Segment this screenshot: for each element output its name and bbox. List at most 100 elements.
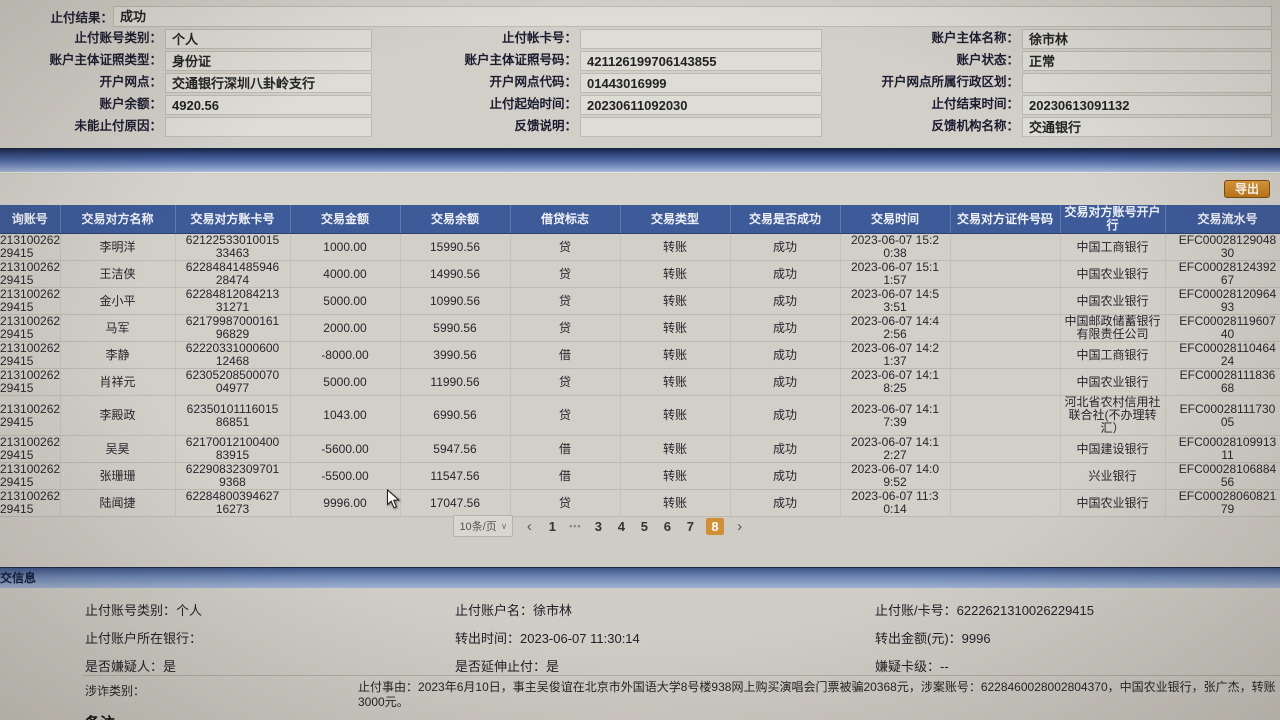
cell-counterparty-bank: 中国农业银行 <box>1060 368 1166 396</box>
cell-debit-credit-flag: 贷 <box>510 314 621 342</box>
section2-header-bar: 交信息 <box>0 567 1280 588</box>
field-label: 止付起始时间： <box>489 97 577 111</box>
info-field: 是否嫌疑人：是 <box>85 654 455 682</box>
field-label: 反馈说明： <box>514 119 577 133</box>
cell-tx-type: 转账 <box>620 368 731 396</box>
info-field: 转出时间：2023-06-07 11:30:14 <box>455 626 875 654</box>
cell-counterparty-name: 马军 <box>60 314 176 342</box>
cell-counterparty-bank: 中国农业银行 <box>1060 260 1166 288</box>
column-header: 借贷标志 <box>510 205 621 234</box>
column-header: 询账号 <box>0 205 61 234</box>
cell-counterparty-name: 吴昊 <box>60 435 176 463</box>
cell-counterparty-bank: 中国工商银行 <box>1060 341 1166 369</box>
cell-tx-success: 成功 <box>730 368 841 396</box>
pagination: 10条/页 ∨ ‹ 1 ••• 3 4 5 6 7 8 › <box>0 513 1200 539</box>
cell-tx-success: 成功 <box>730 341 841 369</box>
cell-tx-serial: EFC00028129048 30 <box>1165 233 1280 261</box>
field-value <box>165 117 372 137</box>
cell-amount: -8000.00 <box>290 341 401 369</box>
cell-balance: 17047.56 <box>400 489 511 517</box>
info-field-value: 是 <box>546 659 560 674</box>
cell-tx-success: 成功 <box>730 233 841 261</box>
cell-tx-time: 2023-06-07 14:0 9:52 <box>840 462 951 490</box>
cell-tx-serial: EFC00028106884 56 <box>1165 462 1280 490</box>
cell-tx-time: 2023-06-07 11:3 0:14 <box>840 489 951 517</box>
cut-off-text: 备注 <box>85 712 115 720</box>
cell-tx-serial: EFC00028060821 79 <box>1165 489 1280 517</box>
cell-tx-success: 成功 <box>730 314 841 342</box>
cell-counterparty-id <box>950 435 1061 463</box>
cell-counterparty-id <box>950 341 1061 369</box>
field-label: 止付结果： <box>50 10 113 25</box>
table-row: 213100262 29415 王洁侠 62284841485946 28474 40… <box>0 260 1280 288</box>
table-row: 213100262 29415 李明洋 62122533010015 33463 10… <box>0 233 1280 261</box>
field-label: 账户主体证照号码： <box>464 53 577 67</box>
cell-tx-type: 转账 <box>620 341 731 369</box>
page-button-7[interactable]: 7 <box>686 518 694 534</box>
info-field-label: 止付账户名： <box>455 603 534 618</box>
field-value: 交通银行深圳八卦岭支行 <box>165 73 372 93</box>
cell-tx-success: 成功 <box>730 462 841 490</box>
info-field-value: 是 <box>163 659 177 674</box>
cell-debit-credit-flag: 贷 <box>510 287 621 315</box>
table-toolbar: 导出 <box>0 174 1280 205</box>
prev-page-button[interactable]: ‹ <box>526 517 532 535</box>
cell-tx-time: 2023-06-07 14:4 2:56 <box>840 314 951 342</box>
column-header: 交易金额 <box>290 205 401 234</box>
cell-counterparty-name: 张珊珊 <box>60 462 176 490</box>
cell-account: 213100262 29415 <box>0 435 61 463</box>
cell-tx-serial: EFC00028119607 40 <box>1165 314 1280 342</box>
cell-tx-success: 成功 <box>730 489 841 517</box>
cell-counterparty-name: 李明洋 <box>60 233 176 261</box>
table-row: 213100262 29415 马军 62179987000161 96829 200… <box>0 314 1280 342</box>
info-field-label: 转出时间： <box>455 631 521 646</box>
page-button-5[interactable]: 5 <box>640 518 648 534</box>
cell-account: 213100262 29415 <box>0 489 61 517</box>
cell-amount: 1000.00 <box>290 233 401 261</box>
next-page-button[interactable]: › <box>737 517 743 535</box>
cell-counterparty-card: 62350101116015 86851 <box>175 395 291 436</box>
cell-tx-type: 转账 <box>620 314 731 342</box>
cell-balance: 3990.56 <box>400 341 511 369</box>
horizontal-divider <box>83 675 1280 676</box>
field-label: 反馈机构名称： <box>931 119 1019 133</box>
info-field-label: 转出金额(元)： <box>875 631 962 646</box>
cell-amount: 1043.00 <box>290 395 401 436</box>
cell-counterparty-bank: 中国建设银行 <box>1060 435 1166 463</box>
cell-tx-serial: EFC00028124392 67 <box>1165 260 1280 288</box>
cell-counterparty-name: 王洁侠 <box>60 260 176 288</box>
field-label: 开户网点代码： <box>489 75 577 89</box>
cell-counterparty-card: 62284812084213 31271 <box>175 287 291 315</box>
page-button-4[interactable]: 4 <box>617 518 625 534</box>
cell-account: 213100262 29415 <box>0 368 61 396</box>
column-header: 交易是否成功 <box>730 205 841 234</box>
cell-counterparty-id <box>950 368 1061 396</box>
field-label: 账户余额： <box>99 97 162 111</box>
page-button-3[interactable]: 3 <box>594 518 602 534</box>
page-button-8[interactable]: 8 <box>706 517 724 535</box>
cell-tx-time: 2023-06-07 15:1 1:57 <box>840 260 951 288</box>
page-button-6[interactable]: 6 <box>663 518 671 534</box>
info-field-value: 个人 <box>176 603 203 618</box>
cell-counterparty-id <box>950 395 1061 436</box>
cell-counterparty-bank: 中国农业银行 <box>1060 287 1166 315</box>
fraud-type-field: 涉诈类别： <box>85 684 146 698</box>
cell-tx-success: 成功 <box>730 260 841 288</box>
cell-counterparty-name: 肖祥元 <box>60 368 176 396</box>
page-button-1[interactable]: 1 <box>548 518 556 534</box>
page-size-select[interactable]: 10条/页 ∨ <box>453 515 514 537</box>
page-ellipsis[interactable]: ••• <box>569 521 582 531</box>
export-button[interactable]: 导出 <box>1223 180 1270 198</box>
cell-tx-time: 2023-06-07 15:2 0:38 <box>840 233 951 261</box>
cell-account: 213100262 29415 <box>0 341 61 369</box>
cell-counterparty-name: 陆闻捷 <box>60 489 176 517</box>
cell-balance: 11990.56 <box>400 368 511 396</box>
column-header: 交易类型 <box>620 205 731 234</box>
field-value: 身份证 <box>165 51 372 71</box>
cell-tx-time: 2023-06-07 14:2 1:37 <box>840 341 951 369</box>
cell-tx-time: 2023-06-07 14:1 2:27 <box>840 435 951 463</box>
column-header: 交易对方账卡号 <box>175 205 291 234</box>
cell-counterparty-card: 62284841485946 28474 <box>175 260 291 288</box>
info-field: 止付账户名：徐市林 <box>455 598 875 626</box>
info-field: 止付账号类别：个人 <box>85 598 455 626</box>
